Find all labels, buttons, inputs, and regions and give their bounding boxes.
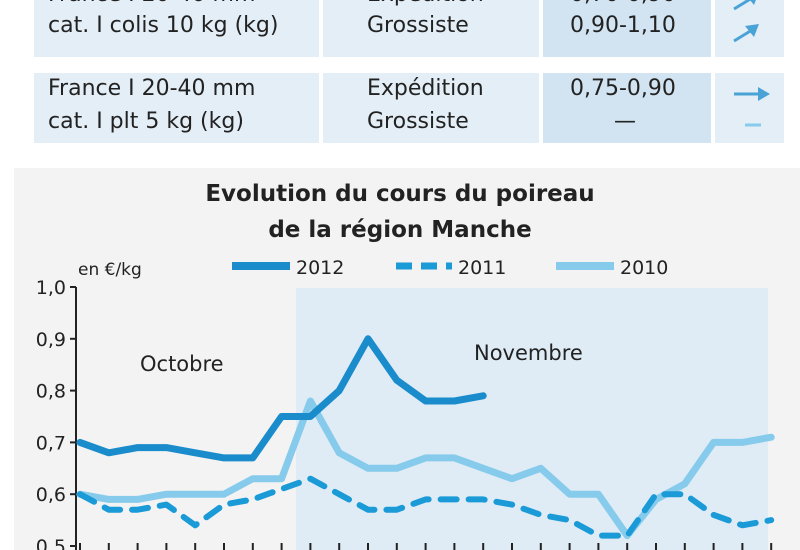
x-axis (79, 543, 773, 550)
price-cell (543, 73, 711, 143)
legend-label-2010: 2010 (620, 257, 668, 279)
table-row: France I 20-40 mm cat. I colis 10 kg (kg… (34, 0, 784, 57)
series-group (76, 335, 775, 540)
legend-label-2012: 2012 (296, 257, 344, 279)
product-cell (34, 0, 319, 57)
period-label-octobre: Octobre (140, 352, 224, 376)
price-value: 0,90-1,10 (570, 13, 676, 38)
stage-line: Grossiste (367, 13, 469, 38)
chart-title: Evolution du cours du poireau de la régi… (0, 176, 800, 248)
trend-cell (715, 73, 784, 143)
y-tick-label: 0,9 (36, 329, 66, 351)
y-axis: 1,0 0,9 0,8 0,7 0,6 0,5 (36, 277, 77, 550)
trend-stable-icon (734, 87, 770, 101)
product-line: France I 20-40 mm (48, 0, 255, 11)
trend-up-icon (733, 0, 756, 11)
y-tick-label: 0,7 (36, 432, 66, 454)
stage-cell (323, 0, 539, 57)
november-band (296, 288, 768, 550)
product-line: cat. I colis 10 kg (kg) (48, 13, 279, 38)
y-axis-unit-label: en €/kg (78, 260, 142, 280)
product-line: cat. I plt 5 kg (kg) (48, 109, 244, 134)
trend-up-icon (733, 24, 759, 43)
period-label-novembre: Novembre (474, 341, 583, 365)
y-tick-label: 0,6 (36, 484, 66, 506)
price-value: — (614, 109, 636, 134)
product-cell (34, 73, 319, 143)
stage-cell (323, 73, 539, 143)
chart-title-line: de la région Manche (268, 217, 532, 243)
stage-line: Expédition (367, 0, 484, 11)
table-row: France I 20-40 mm cat. I plt 5 kg (kg) E… (34, 73, 784, 143)
series-line-2011 (77, 475, 775, 539)
price-cell (543, 0, 711, 57)
legend-label-2011: 2011 (458, 257, 506, 279)
y-tick-label: 1,0 (36, 277, 66, 299)
legend: 2012 2011 2010 (232, 257, 668, 279)
stage-line: Grossiste (367, 109, 469, 134)
price-value: 0,75-0,90 (570, 76, 676, 101)
y-tick-label: 0,8 (36, 381, 66, 403)
trend-none-icon (745, 123, 761, 127)
series-line-2012 (76, 335, 487, 462)
price-value: 0,70-0,90 (570, 0, 676, 11)
chart-title-line: Evolution du cours du poireau (205, 181, 595, 207)
price-table: France I 20-40 mm cat. I colis 10 kg (kg… (34, 0, 784, 147)
product-line: France I 20-40 mm (48, 76, 256, 101)
y-tick-label: 0,5 (36, 536, 66, 550)
stage-line: Expédition (367, 76, 484, 101)
